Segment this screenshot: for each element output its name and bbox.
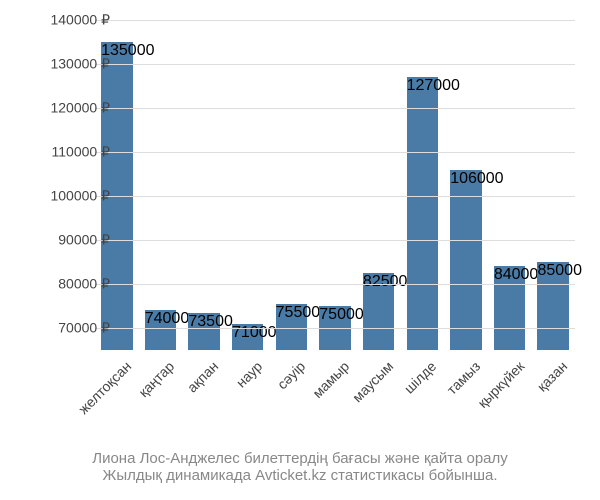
bar: 85000 xyxy=(537,262,568,350)
plot-area: 1350007400073500710007550075000825001270… xyxy=(95,20,575,350)
y-tick-label: 100000 ₽ xyxy=(25,188,110,205)
x-tick-label: ақпан xyxy=(139,358,221,440)
y-tick-label: 120000 ₽ xyxy=(25,100,110,117)
bars-layer: 1350007400073500710007550075000825001270… xyxy=(95,20,575,350)
x-tick-label: желтоқсан xyxy=(52,358,134,440)
y-tick-label: 140000 ₽ xyxy=(25,12,110,29)
bar: 84000 xyxy=(494,266,525,350)
x-tick-label: мамыр xyxy=(270,358,352,440)
grid-line xyxy=(95,108,575,109)
bar: 75500 xyxy=(276,304,307,350)
bar: 74000 xyxy=(145,310,176,350)
x-tick-label: маусым xyxy=(314,358,396,440)
caption-line-2: Жылдық динамикада Avticket.kz статистика… xyxy=(0,467,600,484)
y-tick-label: 80000 ₽ xyxy=(25,276,110,293)
bar: 73500 xyxy=(188,313,219,350)
y-tick-label: 90000 ₽ xyxy=(25,232,110,249)
x-tick-label: шілде xyxy=(358,358,440,440)
price-chart: 1350007400073500710007550075000825001270… xyxy=(0,0,600,500)
caption-line-1: Лиона Лос-Анджелес билеттердің бағасы жә… xyxy=(0,450,600,467)
y-tick-label: 70000 ₽ xyxy=(25,320,110,337)
grid-line xyxy=(95,328,575,329)
x-tick-label: қаңтар xyxy=(96,358,178,440)
x-tick-label: қыркүйек xyxy=(445,358,527,440)
grid-line xyxy=(95,284,575,285)
bar: 127000 xyxy=(407,77,438,350)
grid-line xyxy=(95,64,575,65)
grid-line xyxy=(95,20,575,21)
grid-line xyxy=(95,240,575,241)
x-tick-label: қазан xyxy=(488,358,570,440)
x-tick-label: тамыз xyxy=(401,358,483,440)
y-tick-label: 130000 ₽ xyxy=(25,56,110,73)
y-tick-label: 110000 ₽ xyxy=(25,144,110,161)
x-tick-label: наур xyxy=(183,358,265,440)
grid-line xyxy=(95,196,575,197)
grid-line xyxy=(95,152,575,153)
chart-caption: Лиона Лос-Анджелес билеттердің бағасы жә… xyxy=(0,450,600,484)
x-tick-label: сәуір xyxy=(227,358,309,440)
